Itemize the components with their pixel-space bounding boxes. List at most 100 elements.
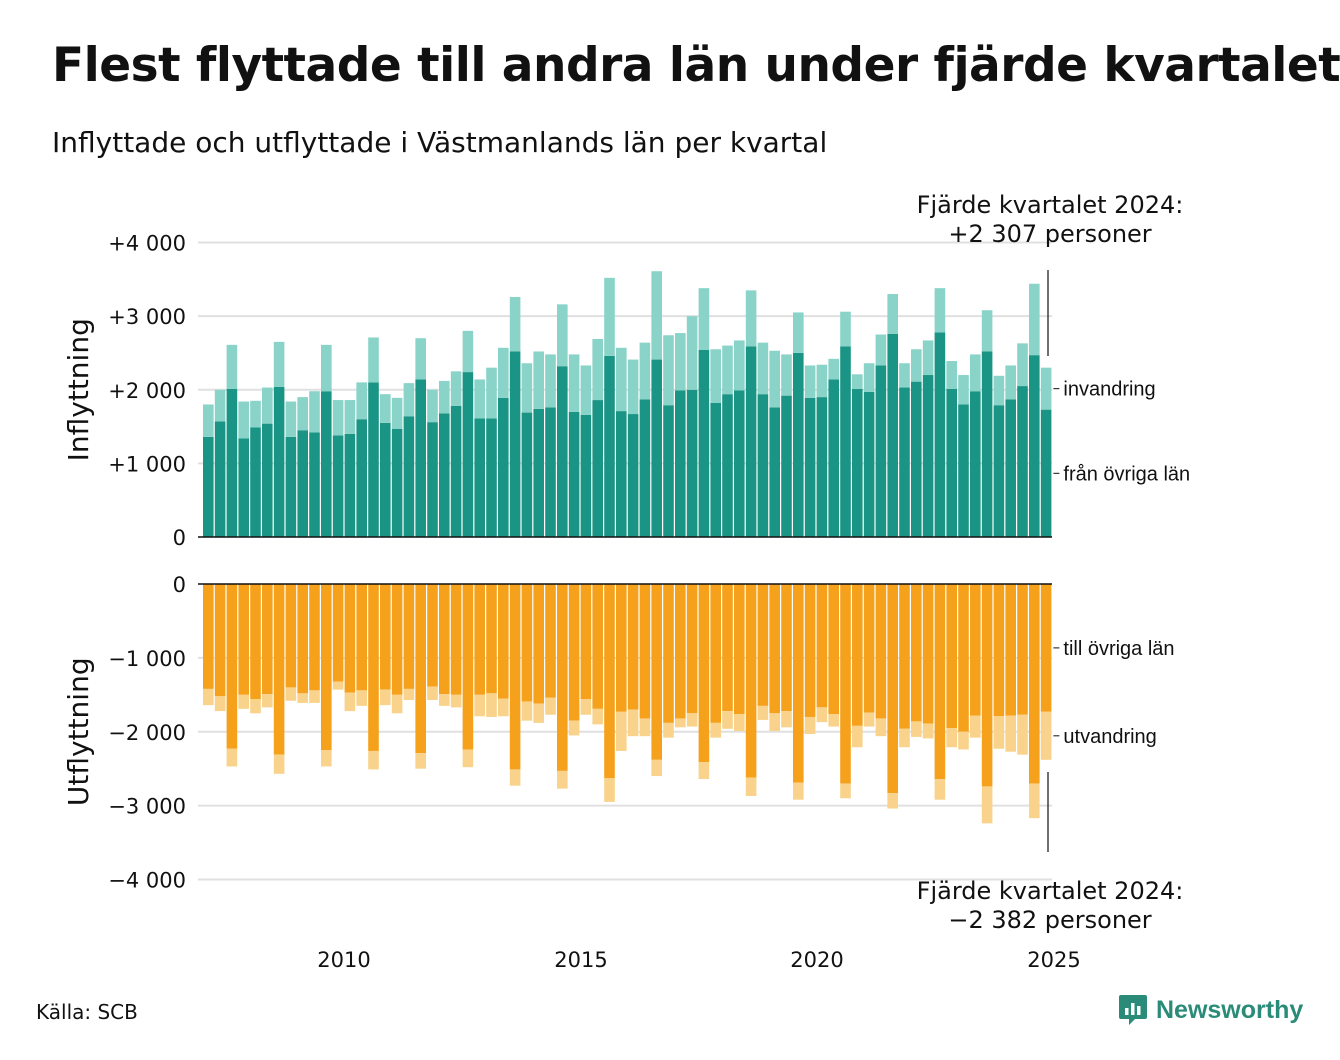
bar-outflow-emigration (734, 714, 745, 732)
bar-outflow-domestic (828, 584, 839, 715)
bar-outflow-domestic (710, 584, 721, 723)
bar-inflow-immigration (828, 358, 839, 380)
x-tick-label: 2020 (790, 948, 843, 972)
bar-inflow-immigration (710, 349, 721, 404)
bar-outflow-domestic (498, 584, 509, 699)
bar-outflow-emigration (899, 728, 910, 748)
bar-outflow-domestic (285, 584, 297, 688)
bar-inflow-domestic (568, 411, 580, 537)
bar-outflow-emigration (663, 722, 674, 738)
bar-inflow-domestic (1005, 399, 1016, 537)
bar-outflow-emigration (804, 716, 816, 734)
bar-inflow-domestic (734, 390, 745, 537)
x-tick-label: 2025 (1027, 948, 1080, 972)
bar-inflow-immigration (639, 342, 651, 400)
bar-outflow-emigration (214, 696, 226, 712)
bar-inflow-domestic (804, 397, 816, 537)
bar-inflow-immigration (804, 365, 816, 398)
bar-inflow-immigration (899, 363, 910, 388)
bar-inflow-immigration (852, 374, 863, 390)
series-label: utvandring (1063, 726, 1156, 748)
bar-outflow-domestic (592, 584, 603, 709)
bar-outflow-domestic (1005, 584, 1016, 716)
bar-inflow-domestic (297, 430, 308, 537)
bar-outflow-domestic (804, 584, 816, 717)
bar-inflow-domestic (474, 418, 485, 537)
bar-outflow-emigration (521, 701, 533, 721)
bar-outflow-emigration (250, 699, 261, 714)
bar-outflow-domestic (403, 584, 415, 689)
bar-outflow-domestic (781, 584, 792, 712)
bar-outflow-emigration (273, 754, 285, 774)
bar-inflow-immigration (321, 344, 332, 392)
bar-inflow-domestic (238, 438, 249, 537)
bar-inflow-immigration (793, 312, 804, 353)
bar-inflow-immigration (675, 333, 686, 391)
bar-inflow-immigration (934, 288, 946, 333)
bar-outflow-emigration (285, 687, 297, 701)
bar-outflow-emigration (958, 731, 969, 750)
x-tick-label: 2010 (317, 948, 370, 972)
y-tick-label-bottom: 0 (173, 573, 186, 597)
bar-outflow-domestic (344, 584, 356, 693)
bar-inflow-immigration (887, 294, 898, 334)
series-label: från övriga län (1063, 463, 1190, 485)
bar-outflow-emigration (238, 694, 249, 709)
bar-inflow-domestic (415, 379, 426, 537)
bar-inflow-immigration (344, 400, 356, 434)
bar-outflow-emigration (309, 690, 320, 703)
bar-outflow-domestic (273, 584, 285, 755)
bar-inflow-domestic (875, 365, 887, 537)
bar-outflow-emigration (993, 716, 1005, 749)
bar-inflow-domestic (486, 418, 497, 537)
bar-outflow-emigration (203, 688, 214, 706)
bar-outflow-emigration (439, 694, 450, 706)
bar-outflow-emigration (922, 723, 934, 739)
bar-outflow-domestic (958, 584, 969, 732)
bar-inflow-immigration (970, 354, 981, 392)
bar-inflow-domestic (793, 352, 804, 537)
bar-outflow-domestic (757, 584, 769, 706)
bar-outflow-domestic (722, 584, 733, 712)
bar-inflow-domestic (686, 389, 698, 537)
bar-inflow-domestic (651, 359, 662, 537)
bar-inflow-domestic (663, 405, 674, 537)
bar-outflow-emigration (887, 793, 898, 809)
bar-outflow-domestic (545, 584, 556, 698)
newsworthy-logo[interactable]: Newsworthy (1118, 993, 1303, 1027)
bar-inflow-domestic (380, 422, 391, 537)
bar-outflow-domestic (616, 584, 627, 712)
bar-outflow-domestic (922, 584, 934, 724)
bar-outflow-domestic (604, 584, 615, 779)
bar-inflow-immigration (922, 340, 934, 376)
bar-outflow-emigration (321, 750, 332, 767)
bar-inflow-immigration (698, 288, 710, 350)
y-tick-label-top: +4 000 (108, 232, 186, 256)
y-tick-label-top: +3 000 (108, 305, 186, 329)
bar-outflow-domestic (415, 584, 426, 754)
bar-inflow-domestic (698, 349, 710, 537)
bar-inflow-immigration (734, 340, 745, 391)
bar-outflow-emigration (356, 690, 367, 706)
bar-inflow-immigration (450, 371, 462, 406)
bar-outflow-domestic (686, 584, 698, 714)
bar-inflow-domestic (616, 411, 627, 537)
bar-outflow-emigration (332, 681, 344, 690)
series-label: till övriga län (1063, 638, 1174, 660)
bar-inflow-immigration (981, 310, 993, 352)
y-tick-label-bottom: −2 000 (108, 721, 186, 745)
bar-inflow-immigration (1040, 367, 1052, 410)
bar-inflow-immigration (557, 304, 568, 367)
bar-inflow-domestic (462, 372, 474, 537)
bar-inflow-immigration (568, 354, 580, 412)
bar-outflow-emigration (757, 705, 769, 720)
bar-outflow-emigration (828, 714, 839, 727)
bar-outflow-emigration (852, 725, 863, 748)
bar-inflow-domestic (321, 391, 332, 537)
bar-inflow-domestic (521, 412, 533, 537)
bar-inflow-immigration (297, 397, 308, 431)
bar-outflow-domestic (474, 584, 485, 695)
bar-outflow-emigration (745, 777, 757, 797)
bar-outflow-emigration (616, 711, 627, 751)
bar-inflow-domestic (403, 416, 415, 537)
